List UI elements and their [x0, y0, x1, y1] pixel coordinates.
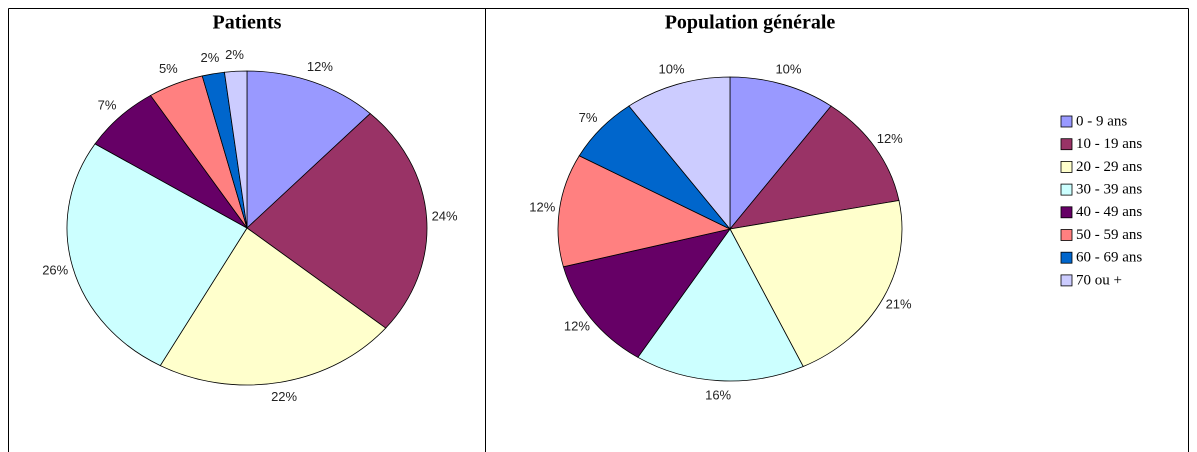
data-label: 16% [705, 387, 731, 402]
legend-label: 70 ou + [1076, 272, 1122, 288]
legend-label: 20 - 29 ans [1076, 159, 1142, 175]
pie-slice [557, 155, 732, 268]
legend-label: 50 - 59 ans [1076, 227, 1142, 243]
data-label: 7% [579, 110, 598, 125]
data-label: 2% [225, 47, 244, 62]
data-label: 24% [432, 209, 458, 224]
pie-slice [66, 143, 248, 367]
pie-slice [246, 70, 371, 229]
data-label: 2% [201, 50, 220, 65]
legend-swatch [1060, 138, 1073, 151]
pie-slice [729, 200, 903, 368]
pie-slice [729, 76, 832, 231]
data-label: 12% [307, 59, 333, 74]
data-label: 12% [529, 199, 555, 214]
data-label: 12% [877, 131, 903, 146]
legend-label: 30 - 39 ans [1076, 182, 1142, 198]
legend-swatch [1060, 160, 1073, 173]
legend-label: 40 - 49 ans [1076, 204, 1142, 220]
data-label: 7% [98, 97, 117, 112]
data-label: 21% [886, 296, 912, 311]
legend-swatch [1060, 206, 1073, 219]
data-label: 22% [271, 389, 297, 404]
pie-slice [729, 105, 900, 230]
legend-swatch [1060, 115, 1073, 128]
legend-swatch [1060, 274, 1073, 287]
pie-slice [637, 228, 804, 382]
chart-title: Patients [213, 12, 282, 34]
pie-slice [246, 113, 428, 329]
legend-label: 10 - 19 ans [1076, 136, 1142, 152]
data-label: 12% [564, 319, 590, 334]
data-label: 5% [159, 61, 178, 76]
legend-swatch [1060, 251, 1073, 264]
data-label: 26% [42, 262, 68, 277]
legend-swatch [1060, 229, 1073, 241]
legend-label: 0 - 9 ans [1076, 113, 1127, 129]
data-label: 10% [775, 61, 801, 76]
legend-label: 60 - 69 ans [1076, 250, 1142, 266]
pie-slice [562, 228, 731, 358]
pie-slice [223, 70, 248, 229]
chart-title: Population générale [665, 12, 836, 34]
data-label: 10% [659, 61, 685, 76]
pie-slice [159, 227, 387, 386]
pie-slice [628, 76, 731, 231]
legend-swatch [1060, 183, 1073, 196]
